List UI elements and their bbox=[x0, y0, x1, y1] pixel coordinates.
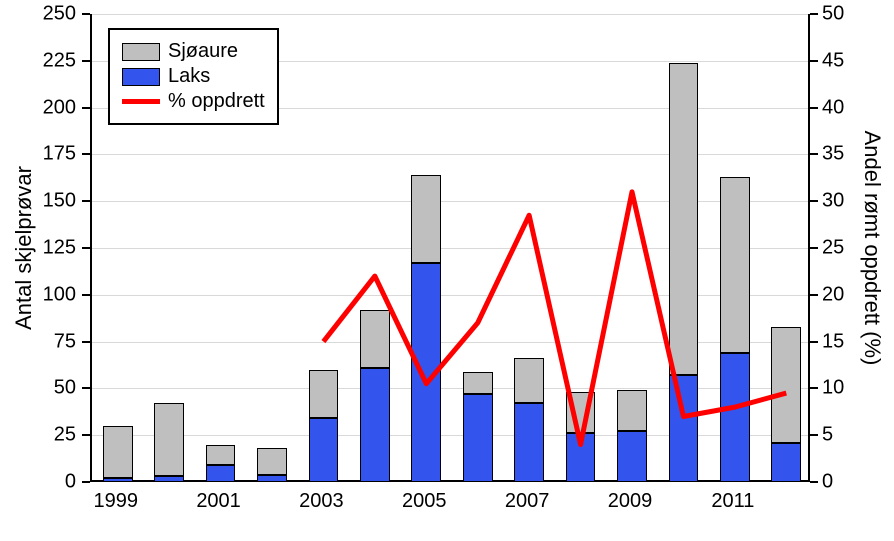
x-label: 2005 bbox=[402, 490, 447, 513]
y-left-label: 150 bbox=[0, 190, 76, 213]
y-left-label: 0 bbox=[0, 471, 76, 494]
y-left-tick bbox=[82, 60, 90, 62]
legend-label: Sjøaure bbox=[168, 40, 238, 63]
x-label: 2009 bbox=[608, 490, 653, 513]
legend-label: Laks bbox=[168, 65, 210, 88]
y-right-label: 20 bbox=[822, 283, 844, 306]
x-label: 2007 bbox=[505, 490, 550, 513]
y-left-tick bbox=[82, 153, 90, 155]
y-left-tick bbox=[82, 13, 90, 15]
y-right-label: 0 bbox=[822, 471, 833, 494]
y-left-tick bbox=[82, 481, 90, 483]
y-right-label: 35 bbox=[822, 143, 844, 166]
y-left-tick bbox=[82, 107, 90, 109]
x-label: 2011 bbox=[711, 490, 754, 513]
y-left-label: 250 bbox=[0, 3, 76, 26]
y-right-label: 30 bbox=[822, 190, 844, 213]
legend-line-swatch bbox=[122, 99, 160, 104]
y-left-label: 50 bbox=[0, 377, 76, 400]
x-label: 2001 bbox=[196, 490, 241, 513]
legend-swatch bbox=[122, 43, 160, 61]
y-left-label: 100 bbox=[0, 283, 76, 306]
y-right-label: 25 bbox=[822, 237, 844, 260]
legend-swatch bbox=[122, 68, 160, 86]
y-right-label: 45 bbox=[822, 49, 844, 72]
y-right-label: 15 bbox=[822, 330, 844, 353]
y-left-tick bbox=[82, 387, 90, 389]
y-left-label: 175 bbox=[0, 143, 76, 166]
y-right-label: 50 bbox=[822, 3, 844, 26]
y-left-label: 225 bbox=[0, 49, 76, 72]
y-right-label: 10 bbox=[822, 377, 844, 400]
legend-label: % oppdrett bbox=[168, 90, 265, 113]
y-left-tick bbox=[82, 434, 90, 436]
y-left-label: 200 bbox=[0, 96, 76, 119]
legend-row: Laks bbox=[122, 65, 265, 88]
y-right-label: 5 bbox=[822, 424, 833, 447]
y-left-tick bbox=[82, 200, 90, 202]
x-label: 2003 bbox=[299, 490, 344, 513]
y-left-tick bbox=[82, 294, 90, 296]
y-left-tick bbox=[82, 341, 90, 343]
legend: SjøaureLaks% oppdrett bbox=[108, 28, 279, 125]
y-left-label: 75 bbox=[0, 330, 76, 353]
y-right-label: 40 bbox=[822, 96, 844, 119]
x-label: 1999 bbox=[93, 490, 138, 513]
y-left-tick bbox=[82, 247, 90, 249]
y-left-label: 25 bbox=[0, 424, 76, 447]
legend-row: Sjøaure bbox=[122, 40, 265, 63]
chart-container: Antal skjelprøvar Andel rømt oppdrett (%… bbox=[0, 0, 894, 541]
y-left-label: 125 bbox=[0, 237, 76, 260]
legend-row: % oppdrett bbox=[122, 90, 265, 113]
y-axis-right-title: Andel rømt oppdrett (%) bbox=[859, 131, 885, 366]
